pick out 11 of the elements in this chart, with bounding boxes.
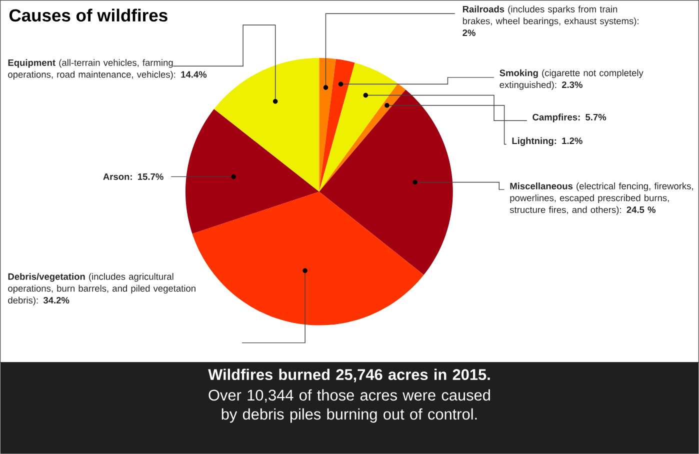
text: Wildfires burned 25,746 acres in 2015. xyxy=(208,368,490,382)
slice-label: Campfires: 5.7% xyxy=(532,114,606,122)
slice-label: Miscellaneous (electrical fencing, fireworks, powerlines, escaped prescribed burns, structure fires, and others): 24.5 % xyxy=(510,182,693,215)
slice-label: Arson: 15.7% xyxy=(103,173,164,180)
slice-label: Smoking (cigarette not completely extinguished): 2.3% xyxy=(500,69,644,90)
slice-label: Equipment (all-terrain vehicles, farming operations, road maintenance, vehicles): 14.4% xyxy=(8,59,207,80)
slice-label: Debris/vegetation (includes agricultural operations, burn barrels, and piled vegetation debris): 34.2% xyxy=(8,273,196,306)
chart-title: Causes of wildfires xyxy=(9,8,168,22)
text: Over 10,344 of those acres were caused by debris piles burning out of control. xyxy=(208,389,490,423)
slice-label: Lightning: 1.2% xyxy=(512,137,582,146)
slice-label: Railroads (includes sparks from train brakes, wheel bearings, exhaust systems): 2% xyxy=(462,6,638,36)
